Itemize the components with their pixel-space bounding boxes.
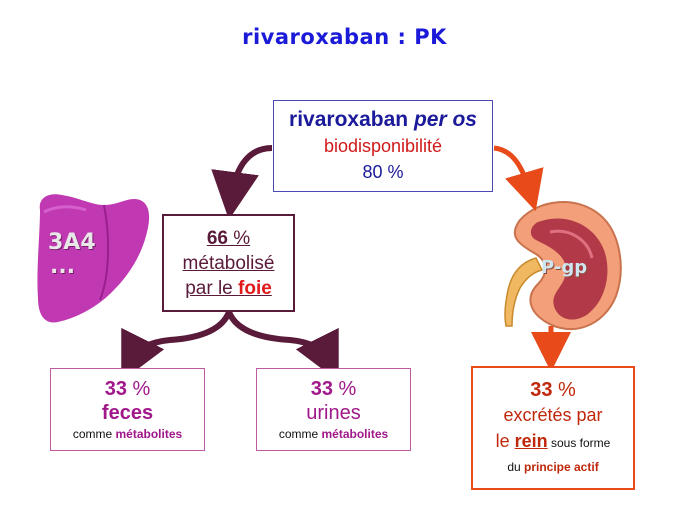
renal-percent: 33 %	[530, 379, 576, 401]
urines-box: 33 % urines comme métabolites	[256, 368, 411, 451]
urines-label: urines	[306, 401, 361, 424]
urines-percent: 33 %	[310, 377, 357, 400]
bioavailability-label: biodisponibilité	[323, 136, 443, 156]
arrow-to-urines	[226, 310, 339, 382]
renal-form: du principe actif	[507, 460, 599, 474]
feces-note: comme métabolites	[72, 426, 183, 441]
metabolism-label: métabolisé	[182, 252, 275, 274]
kidney-transporter-label: P-gp	[541, 257, 588, 278]
renal-organ: le rein sous forme	[495, 431, 611, 451]
metabolism-percent: 66 %	[206, 227, 251, 249]
feces-percent: 33 %	[104, 377, 151, 400]
liver-enzyme-ellipsis: ...	[50, 254, 76, 279]
metabolism-organ: par le foie	[185, 277, 272, 299]
arrow-to-kidney	[493, 145, 544, 212]
renal-excretion-box: 33 % excrétés par le rein sous forme du …	[471, 366, 635, 490]
arrow-to-feces	[121, 310, 232, 382]
page-title: rivaroxaban : PK	[242, 25, 447, 49]
metabolism-box: 66 % métabolisé par le foie	[162, 214, 295, 312]
liver-enzyme-label: 3A4	[48, 230, 96, 255]
drug-box: rivaroxaban per os biodisponibilité 80 %	[273, 100, 493, 192]
kidney-icon	[504, 201, 622, 331]
feces-label: feces	[101, 401, 154, 424]
drug-route: rivaroxaban per os	[289, 108, 477, 131]
urines-note: comme métabolites	[278, 426, 389, 441]
arrow-to-metabolism	[211, 145, 273, 220]
feces-box: 33 % feces comme métabolites	[50, 368, 205, 451]
bioavailability-value: 80 %	[362, 162, 404, 182]
renal-label: excrétés par	[503, 405, 603, 425]
liver-icon	[37, 194, 150, 323]
